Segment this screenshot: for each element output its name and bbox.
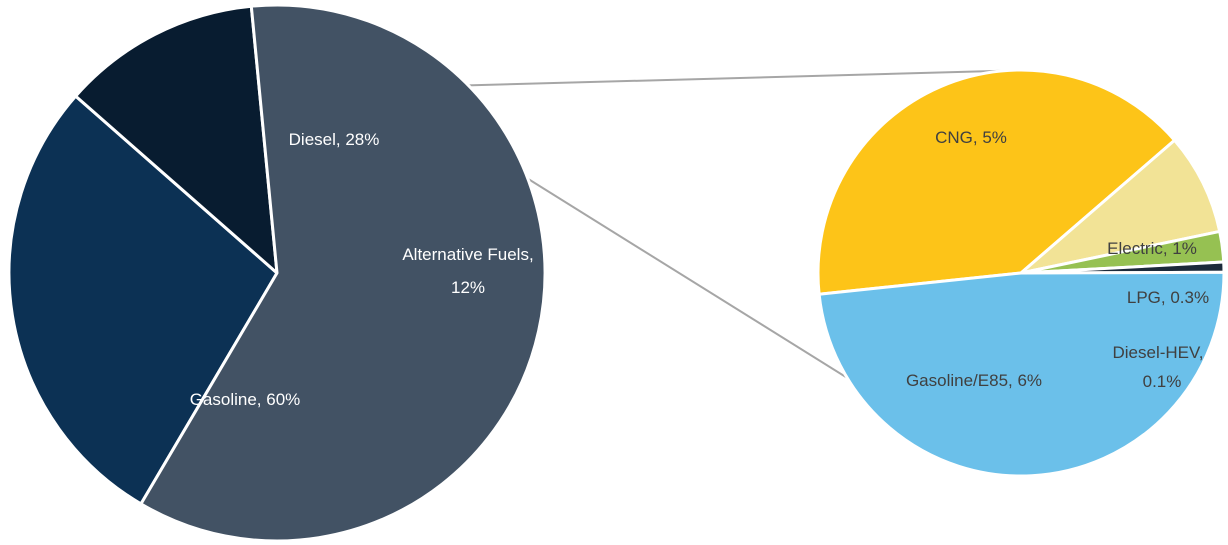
detail-label-diesel-hev: Diesel-HEV, 0.1% <box>1112 343 1203 391</box>
detail-label-electric: Electric, 1% <box>1107 239 1197 258</box>
main-pie: Diesel, 28% Alternative Fuels, 12% Gasoline… <box>7 3 547 543</box>
detail-slice-cng <box>816 68 1177 296</box>
main-slice-alternative-fuels <box>74 4 279 275</box>
detail-pie: CNG, 5% Electric, 1% LPG, 0.3% Diesel-HEV, 0… <box>816 68 1226 478</box>
main-slice-diesel <box>7 94 279 506</box>
detail-label-cng: CNG, 5% <box>935 128 1007 147</box>
detail-slice-gasoline-e85 <box>817 270 1226 478</box>
main-slice-gasoline <box>139 3 547 543</box>
detail-label-lpg: LPG, 0.3% <box>1127 288 1209 307</box>
detail-slice-electric <box>1019 138 1222 275</box>
main-label-gasoline: Gasoline, 60% <box>190 390 301 409</box>
main-label-diesel: Diesel, 28% <box>289 130 380 149</box>
detail-label-gasoline-e85: Gasoline/E85, 6% <box>906 371 1042 390</box>
main-label-alternative-fuels: Alternative Fuels, 12% <box>402 245 533 297</box>
